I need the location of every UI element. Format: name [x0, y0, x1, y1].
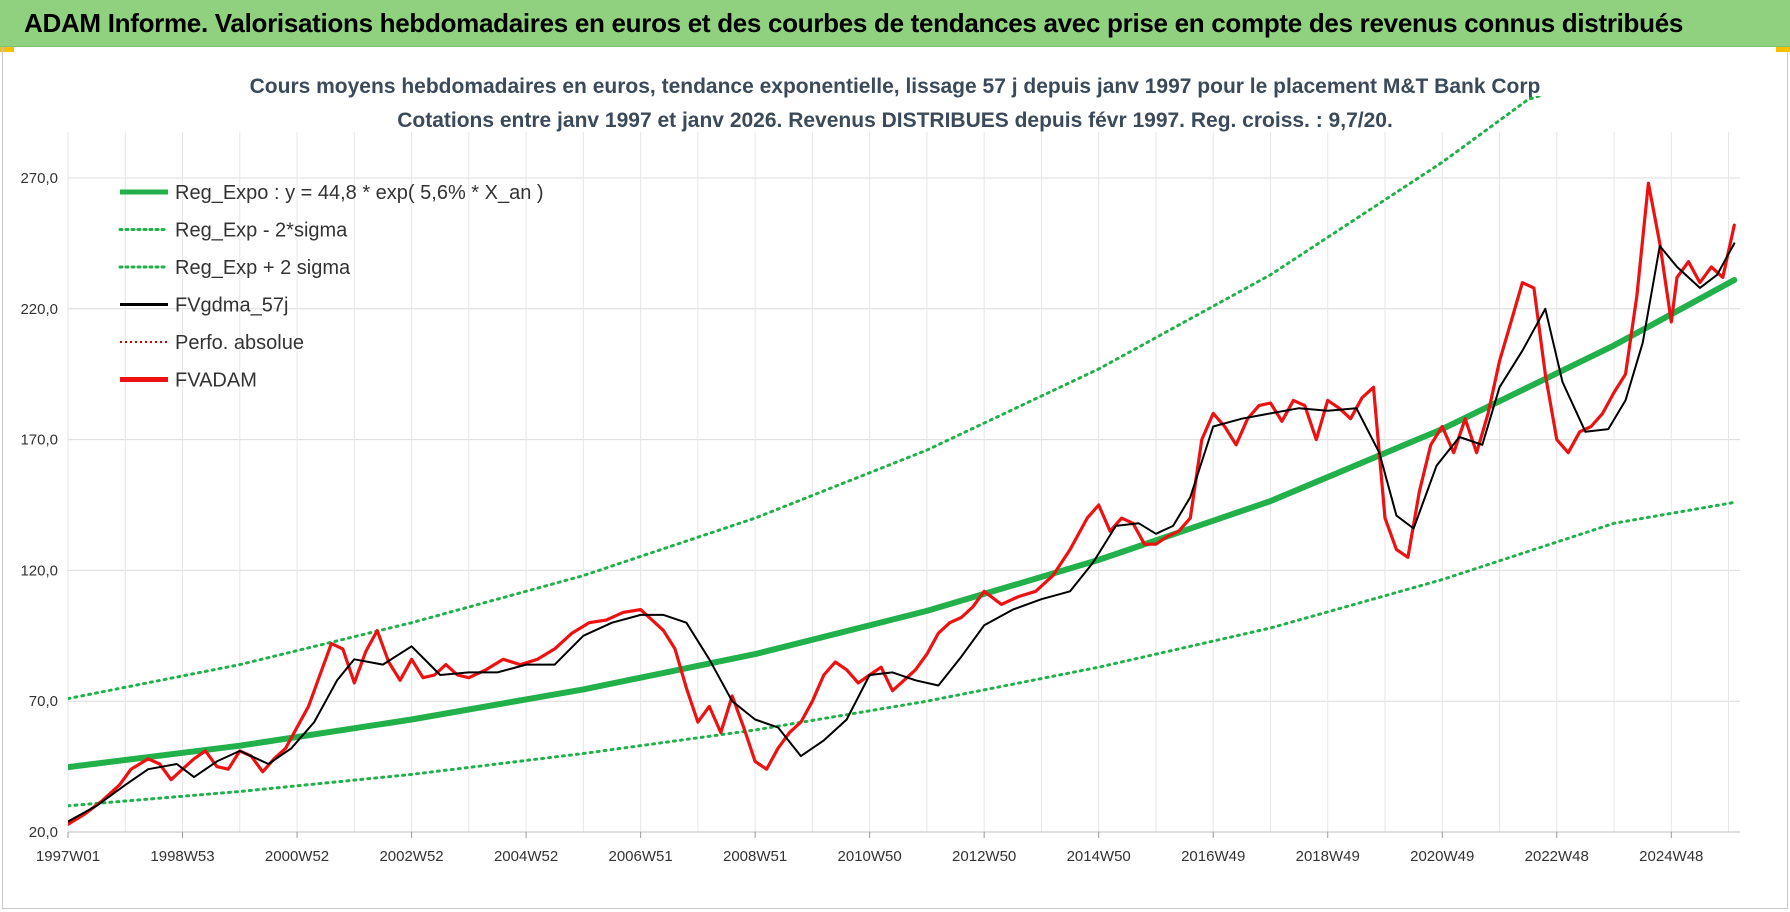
- x-tick-label: 2018W49: [1296, 848, 1360, 865]
- legend-label: FVgdma_57j: [175, 295, 288, 317]
- chart-subtitle: Cotations entre janv 1997 et janv 2026. …: [397, 109, 1393, 132]
- y-tick-label: 220,0: [20, 301, 58, 318]
- legend-label: Reg_Exp + 2 sigma: [175, 257, 351, 279]
- series-reg-exp-minus-2sigma: [68, 500, 1736, 808]
- corner-marker-left: [0, 47, 14, 52]
- x-tick-label: 2020W49: [1410, 848, 1474, 865]
- y-tick-label: 20,0: [29, 824, 58, 841]
- x-tick-label: 2014W50: [1067, 848, 1131, 865]
- legend-label: Perfo. absolue: [175, 332, 304, 354]
- x-tick-label: 1997W01: [36, 848, 100, 865]
- x-tick-label: 2006W51: [608, 848, 672, 865]
- y-tick-label: 270,0: [20, 170, 58, 187]
- chart-border: [2, 47, 1788, 909]
- chart-title: Cours moyens hebdomadaires en euros, ten…: [250, 75, 1541, 98]
- series-reg-exp-plus-2sigma: [68, 96, 1544, 701]
- x-tick-label: 2012W50: [952, 848, 1016, 865]
- y-tick-label: 170,0: [20, 432, 58, 449]
- x-tick-label: 2008W51: [723, 848, 787, 865]
- series-layer: [68, 96, 1738, 826]
- series-fvgdma-57j: [68, 242, 1736, 823]
- series-reg-expo: [68, 277, 1738, 771]
- x-tick-label: 2010W50: [838, 848, 902, 865]
- y-axis: 20,0 70,0 120,0 170,0 220,0 270,0: [20, 170, 58, 841]
- x-tick-label: 2004W52: [494, 848, 558, 865]
- legend-label: Reg_Expo : y = 44,8 * exp( 5,6% * X_an ): [175, 182, 544, 204]
- x-axis: 1997W01 1998W53 2000W52 2002W52 2004W52 2006W…: [36, 848, 1704, 865]
- grid: [67, 132, 1740, 838]
- legend: Reg_Expo : y = 44,8 * exp( 5,6% * X_an )…: [118, 182, 544, 392]
- x-tick-label: 2016W49: [1181, 848, 1245, 865]
- x-tick-label: 1998W53: [150, 848, 214, 865]
- x-tick-label: 2024W48: [1639, 848, 1703, 865]
- y-tick-label: 70,0: [29, 693, 58, 710]
- page-title: ADAM Informe. Valorisations hebdomadaire…: [24, 8, 1684, 38]
- series-fvadam: [68, 181, 1736, 826]
- x-tick-label: 2022W48: [1525, 848, 1589, 865]
- header-bar: ADAM Informe. Valorisations hebdomadaire…: [0, 0, 1790, 47]
- x-tick-label: 2002W52: [379, 848, 443, 865]
- legend-label: FVADAM: [175, 370, 257, 392]
- x-tick-label: 2000W52: [265, 848, 329, 865]
- legend-label: Reg_Exp - 2*sigma: [175, 220, 348, 242]
- y-tick-label: 120,0: [20, 562, 58, 579]
- corner-marker-right: [1776, 47, 1790, 52]
